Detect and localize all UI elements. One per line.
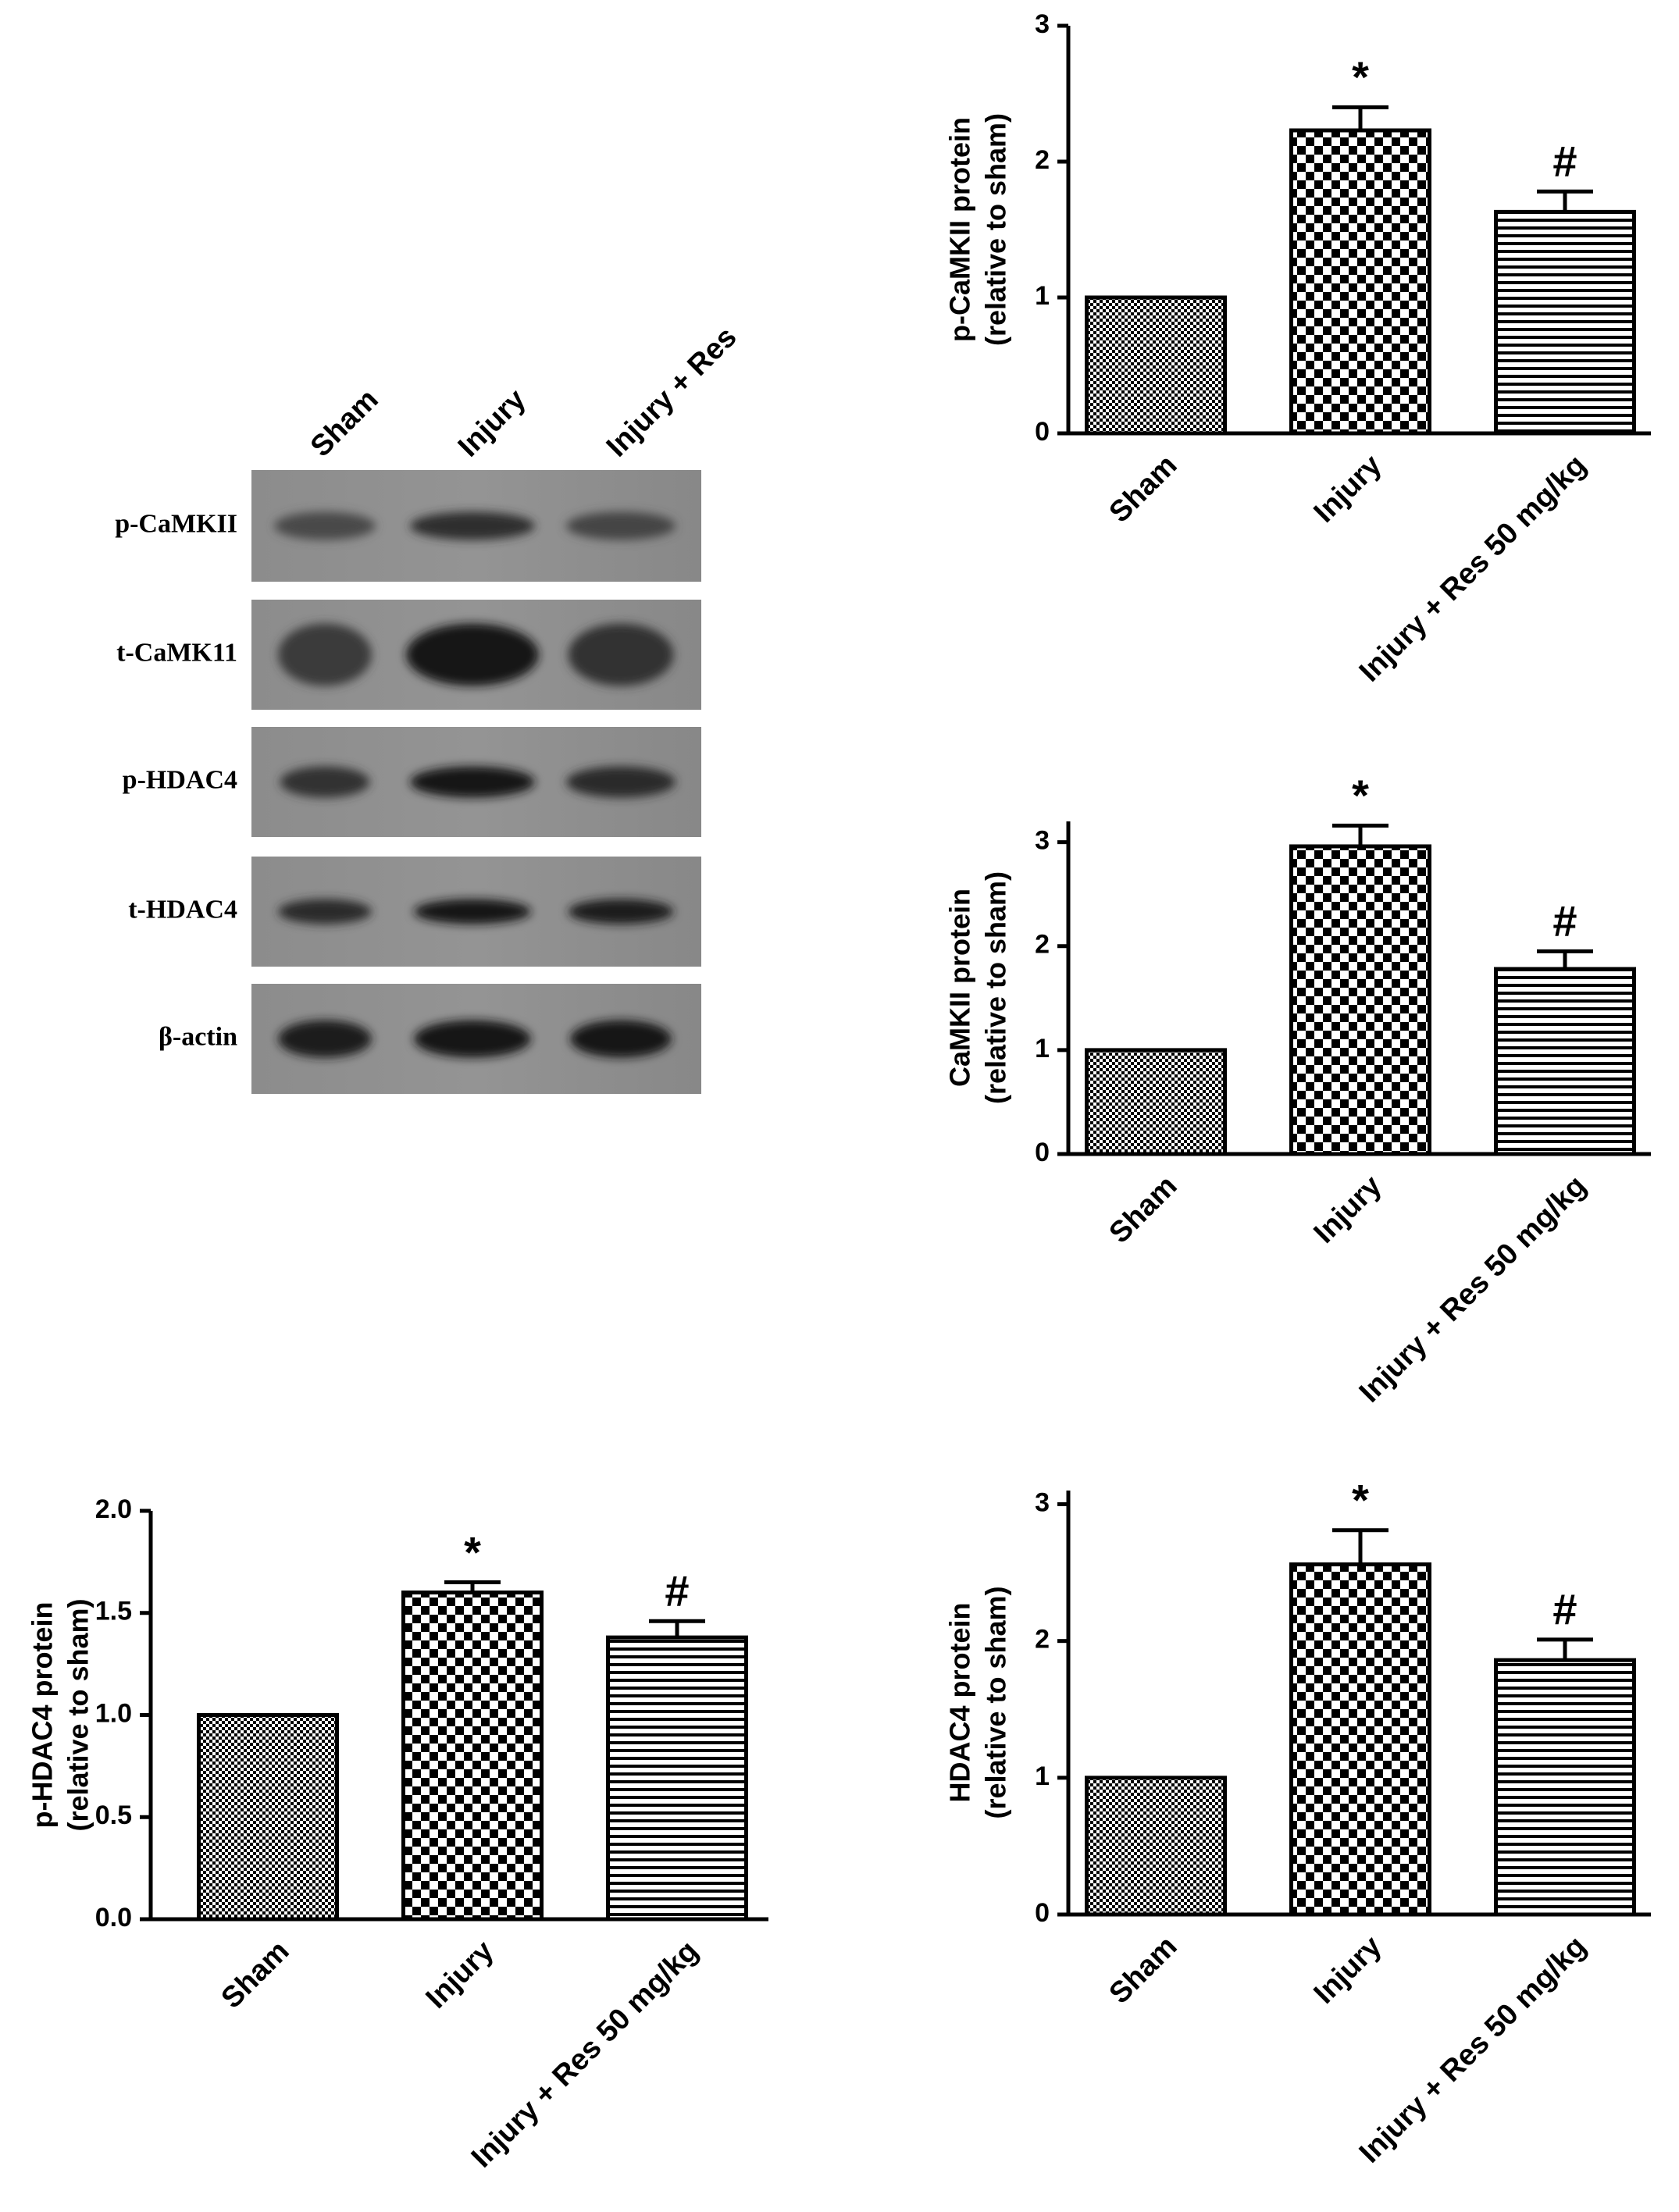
y-tick-label: 1.5 xyxy=(95,1597,132,1626)
annotation: # xyxy=(1552,1585,1577,1634)
western-blot: p-CaMKII t-CaMK11 p-HDAC4 t-HDAC4 β-actin Sha… xyxy=(115,321,743,1094)
annotation: * xyxy=(1352,771,1369,820)
band xyxy=(566,511,676,540)
y-tick-label: 3 xyxy=(1035,826,1050,856)
y-axis-label: p-HDAC4 protein xyxy=(27,1602,59,1829)
band xyxy=(278,623,372,686)
chart: 0 1 2 3 p-CaMKII protein (relative to sham) Sh… xyxy=(944,9,1651,688)
band xyxy=(414,899,531,924)
annotation: # xyxy=(665,1566,689,1615)
x-tick-label: Injury + Res 50 mg/kg xyxy=(1353,1930,1593,2170)
annotation: # xyxy=(1552,896,1577,946)
x-tick-label: Injury xyxy=(420,1935,501,2015)
y-tick-label: 0 xyxy=(1035,417,1050,447)
blot-row-label: t-HDAC4 xyxy=(128,895,237,924)
bar xyxy=(1085,295,1227,436)
bar xyxy=(606,1635,748,1922)
bar xyxy=(1085,1776,1227,1917)
x-tick-label: Injury xyxy=(1308,1170,1388,1250)
bar xyxy=(1085,1048,1227,1156)
x-tick-label: Injury + Res 50 mg/kg xyxy=(1353,1170,1593,1409)
bar xyxy=(401,1590,544,1922)
y-tick-label: 3 xyxy=(1035,9,1050,39)
y-tick-label: 1.0 xyxy=(95,1698,132,1728)
chart: 0 1 2 3 HDAC4 protein (relative to sham) Sham *… xyxy=(944,1476,1651,2170)
lane-label: Injury + Res xyxy=(601,321,743,464)
band xyxy=(278,899,372,924)
band xyxy=(566,766,676,798)
bar xyxy=(1494,1658,1636,1917)
band xyxy=(410,766,535,798)
y-tick-label: 1 xyxy=(1035,1761,1050,1791)
x-tick-label: Injury + Res 50 mg/kg xyxy=(465,1935,705,2175)
x-tick-label: Sham xyxy=(1103,449,1184,529)
blot-row-label: p-HDAC4 xyxy=(123,765,237,794)
bar xyxy=(1494,209,1636,436)
y-tick-label: 0 xyxy=(1035,1898,1050,1928)
blot-row-label: p-CaMKII xyxy=(115,509,237,538)
lane-label: Sham xyxy=(305,383,385,464)
lane-label: Injury xyxy=(452,383,533,464)
annotation: * xyxy=(1352,52,1369,102)
blot-row-label: t-CaMK11 xyxy=(116,638,237,667)
band xyxy=(568,899,674,924)
band xyxy=(410,511,535,540)
bar xyxy=(1494,967,1636,1156)
band xyxy=(414,1020,531,1058)
y-tick-label: 2 xyxy=(1035,1625,1050,1655)
band xyxy=(280,766,370,798)
y-axis-label: (relative to sham) xyxy=(980,1586,1012,1818)
bar xyxy=(197,1713,339,1922)
y-tick-label: 2 xyxy=(1035,930,1050,960)
annotation: * xyxy=(1352,1476,1369,1525)
x-tick-label: Sham xyxy=(216,1935,296,2015)
annotation: * xyxy=(464,1527,481,1576)
x-tick-label: Sham xyxy=(1103,1930,1184,2011)
band xyxy=(278,1020,372,1058)
y-tick-label: 3 xyxy=(1035,1488,1050,1518)
annotation: # xyxy=(1552,137,1577,186)
y-axis-label: HDAC4 protein xyxy=(944,1602,976,1802)
y-tick-label: 0.5 xyxy=(95,1801,132,1830)
y-axis-label: (relative to sham) xyxy=(980,113,1012,346)
y-axis-label: p-CaMKII protein xyxy=(944,117,976,342)
y-tick-label: 1 xyxy=(1035,281,1050,311)
y-axis-label: CaMKII protein xyxy=(944,889,976,1087)
x-tick-label: Injury + Res 50 mg/kg xyxy=(1353,449,1593,689)
x-tick-label: Injury xyxy=(1308,1930,1388,2011)
y-axis-label: (relative to sham) xyxy=(980,871,1012,1104)
y-tick-label: 1 xyxy=(1035,1034,1050,1063)
bar xyxy=(1289,128,1431,436)
bar xyxy=(1289,1562,1431,1917)
x-tick-label: Injury xyxy=(1308,449,1388,529)
chart: 0.0 0.5 1.0 1.5 2.0 p-HDAC4 protein (relative … xyxy=(27,1494,768,2174)
y-tick-label: 2.0 xyxy=(95,1494,132,1524)
band xyxy=(406,623,539,686)
y-tick-label: 0 xyxy=(1035,1138,1050,1167)
y-tick-label: 2 xyxy=(1035,145,1050,175)
bar xyxy=(1289,844,1431,1156)
y-axis-label: (relative to sham) xyxy=(62,1598,94,1831)
x-tick-label: Sham xyxy=(1103,1170,1184,1250)
band xyxy=(568,623,674,686)
band xyxy=(274,511,376,540)
chart: 0 1 2 3 CaMKII protein (relative to sham) Sham… xyxy=(944,771,1651,1409)
y-tick-label: 0.0 xyxy=(95,1903,132,1932)
blot-row-label: β-actin xyxy=(159,1022,237,1051)
band xyxy=(570,1020,672,1058)
